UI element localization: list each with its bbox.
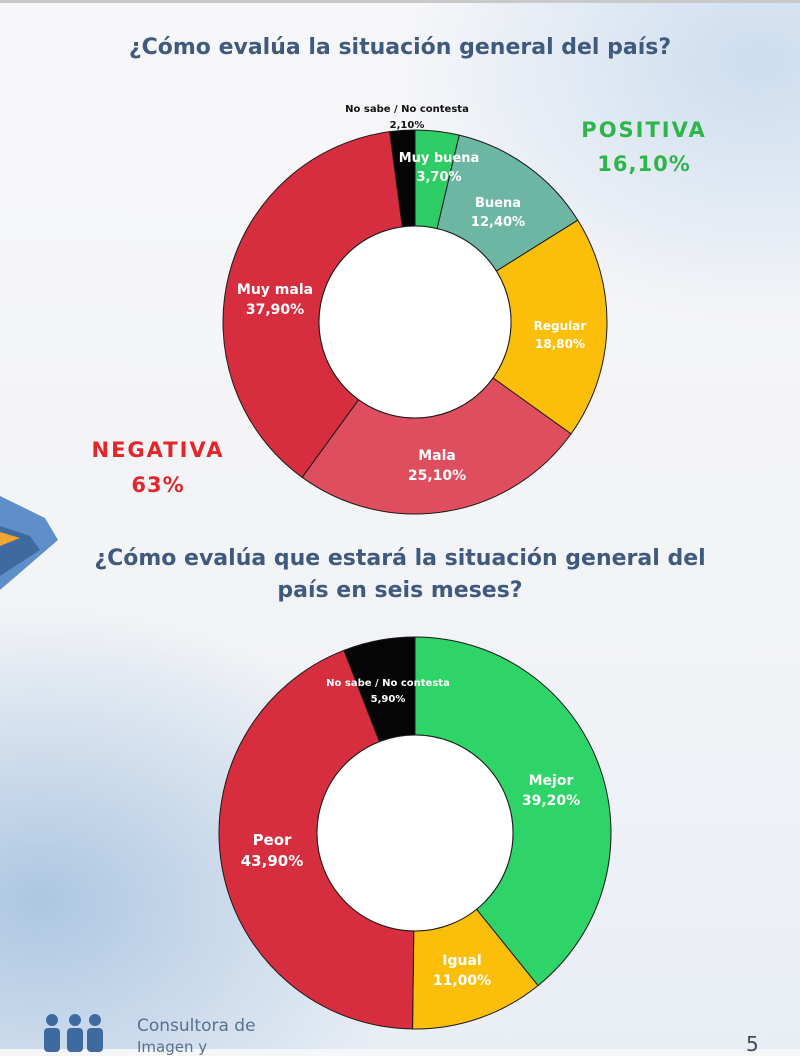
negative-label: NEGATIVA [91,438,225,462]
chart1-slice-value: 12,40% [471,215,525,230]
chart1-slice-label: Muy mala [237,282,313,298]
chart2-title-text: ¿Cómo evalúa que estará la situación gen… [94,546,706,603]
chart1-slice-label: No sabe / No contesta [345,104,469,115]
top-border [0,0,800,3]
page-number: 5 [746,1032,759,1056]
chart2-slice-label: Igual [442,953,481,969]
chart1-slice-value: 18,80% [535,337,585,351]
brand-name-line1: Consultora de [137,1016,256,1036]
chart2-slice-value: 39,20% [522,793,580,809]
positive-value: 16,10% [597,152,691,176]
chart2-slice-label: Mejor [529,773,574,789]
positive-label: POSITIVA [581,118,707,142]
chart1-slice-value: 2,10% [390,120,425,131]
chart2-donut-hole [316,734,514,932]
decorative-cube-shape [0,496,58,590]
chart1-slice-value: 37,90% [246,302,304,318]
chart1-slice-label: Regular [534,319,587,333]
chart2-slice-label: Peor [253,831,292,849]
chart1-slice-label: Buena [475,196,521,211]
chart2-slice-value: 43,90% [241,852,303,870]
chart1-slice-label: Mala [418,448,456,464]
chart2-slice-value: 11,00% [433,973,491,989]
chart1-donut-hole [318,225,512,419]
negative-value: 63% [131,473,185,497]
chart1-title: ¿Cómo evalúa la situación general del pa… [128,35,672,60]
chart1-slice-label: Muy buena [399,151,480,166]
chart2-slice-label: No sabe / No contesta [326,678,450,689]
chart2-title: ¿Cómo evalúa que estará la situación gen… [0,543,800,607]
chart2-slice-value: 5,90% [371,694,406,705]
chart1-slice-value: 3,70% [416,170,461,185]
people-logo-icon [44,1014,103,1052]
brand-name-line2: Imagen y [137,1038,208,1056]
chart1-slice-value: 25,10% [408,468,466,484]
